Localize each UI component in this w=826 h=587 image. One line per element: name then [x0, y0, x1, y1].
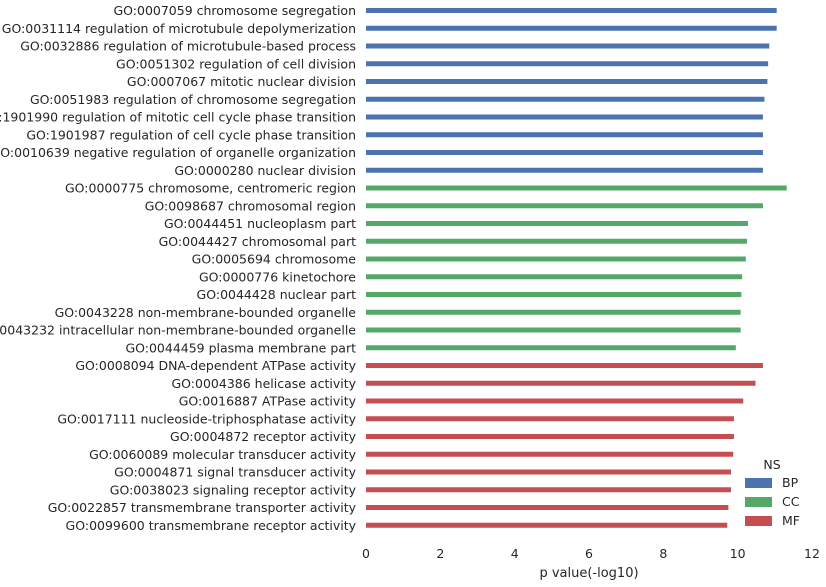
x-axis-ticks: 0 2 4 6 8 10 12: [362, 546, 820, 561]
bar-mf: [366, 522, 728, 528]
legend-swatch-bp: [745, 478, 772, 488]
bar-bp: [366, 150, 763, 155]
bar-bp: [366, 114, 763, 120]
bar-cc: [366, 309, 741, 315]
category-label: GO:0060089 molecular transducer activity: [89, 447, 357, 462]
bar-bp: [366, 79, 768, 84]
category-label: GO:0043232 intracellular non-membrane-bo…: [0, 323, 356, 338]
legend: NS BP CC MF: [745, 457, 800, 528]
category-label: GO:0008094 DNA-dependent ATPase activity: [75, 358, 356, 373]
category-labels: GO:0007059 chromosome segregation GO:0031…: [0, 3, 357, 533]
category-label: GO:0051302 regulation of cell division: [116, 56, 356, 71]
x-tick-label: 4: [511, 546, 519, 561]
x-axis-title: p value(-log10): [539, 566, 638, 581]
legend-title: NS: [763, 457, 780, 472]
bar-mf: [366, 469, 731, 475]
bar-mf: [366, 398, 744, 404]
legend-label-bp: BP: [782, 475, 799, 490]
category-label: GO:0017111 nucleoside-triphosphatase act…: [57, 411, 356, 426]
category-label: GO:0007067 mitotic nuclear division: [127, 74, 356, 89]
category-label: GO:0051983 regulation of chromosome segr…: [30, 92, 356, 107]
category-label: GO:0005694 chromosome: [192, 252, 357, 267]
x-tick-label: 2: [436, 546, 444, 561]
bar-cc: [366, 238, 747, 244]
x-tick-label: 0: [362, 546, 370, 561]
bar-cc: [366, 256, 746, 262]
category-label: GO:0016887 ATPase activity: [179, 394, 357, 409]
bar-mf: [366, 451, 734, 457]
bar-cc: [366, 185, 787, 191]
bar-cc: [366, 274, 743, 280]
category-label: GO:0000775 chromosome, centromeric regio…: [65, 181, 356, 196]
legend-swatch-cc: [745, 497, 772, 507]
category-label: GO:0004386 helicase activity: [171, 376, 356, 391]
category-label: GO:0044428 nuclear part: [197, 287, 357, 302]
legend-label-mf: MF: [782, 513, 800, 528]
bar-bp: [366, 61, 769, 67]
legend-label-cc: CC: [782, 494, 800, 509]
category-label: GO:0031114 regulation of microtubule dep…: [2, 21, 356, 36]
category-label: GO:1901987 regulation of cell cycle phas…: [26, 127, 356, 142]
bar-mf: [366, 380, 756, 386]
bar-cc: [366, 203, 763, 209]
bar-bp: [366, 132, 763, 138]
bar-mf: [366, 505, 729, 510]
category-label: GO:0000280 nuclear division: [174, 163, 356, 178]
bar-cc: [366, 221, 749, 226]
x-tick-label: 8: [659, 546, 667, 561]
bar-mf: [366, 363, 763, 368]
bar-cc: [366, 345, 736, 351]
category-label: GO:0098687 chromosomal region: [145, 198, 356, 213]
bars-group: [366, 8, 787, 528]
category-label: GO:0022857 transmembrane transporter act…: [48, 500, 357, 515]
category-label: GO:0000776 kinetochore: [199, 269, 356, 284]
category-label: GO:0004872 receptor activity: [170, 429, 357, 444]
bar-bp: [366, 8, 777, 13]
category-label: GO:0004871 signal transducer activity: [114, 465, 356, 480]
bar-mf: [366, 434, 734, 439]
category-label: GO:0032886 regulation of microtubule-bas…: [20, 39, 356, 54]
category-label: GO:0038023 signaling receptor activity: [110, 482, 357, 497]
x-tick-label: 6: [585, 546, 593, 561]
category-label: GO:0010639 negative regulation of organe…: [0, 145, 356, 160]
category-label: GO:0007059 chromosome segregation: [113, 3, 356, 18]
category-label: GO:0099600 transmembrane receptor activi…: [66, 518, 357, 533]
bar-mf: [366, 487, 731, 493]
bar-bp: [366, 43, 770, 49]
x-tick-label: 12: [804, 546, 820, 561]
bar-mf: [366, 416, 734, 422]
category-label: GO:1901990 regulation of mitotic cell cy…: [0, 110, 356, 125]
bar-cc: [366, 292, 742, 297]
bar-cc: [366, 327, 741, 333]
category-label: GO:0044427 chromosomal part: [159, 234, 356, 249]
category-label: GO:0043228 non-membrane-bounded organell…: [55, 305, 357, 320]
legend-swatch-mf: [745, 516, 772, 526]
x-tick-label: 10: [730, 546, 746, 561]
category-label: GO:0044451 nucleoplasm part: [164, 216, 356, 231]
bar-bp: [366, 25, 777, 31]
bar-bp: [366, 167, 763, 173]
bar-bp: [366, 96, 765, 102]
category-label: GO:0044459 plasma membrane part: [125, 340, 356, 355]
